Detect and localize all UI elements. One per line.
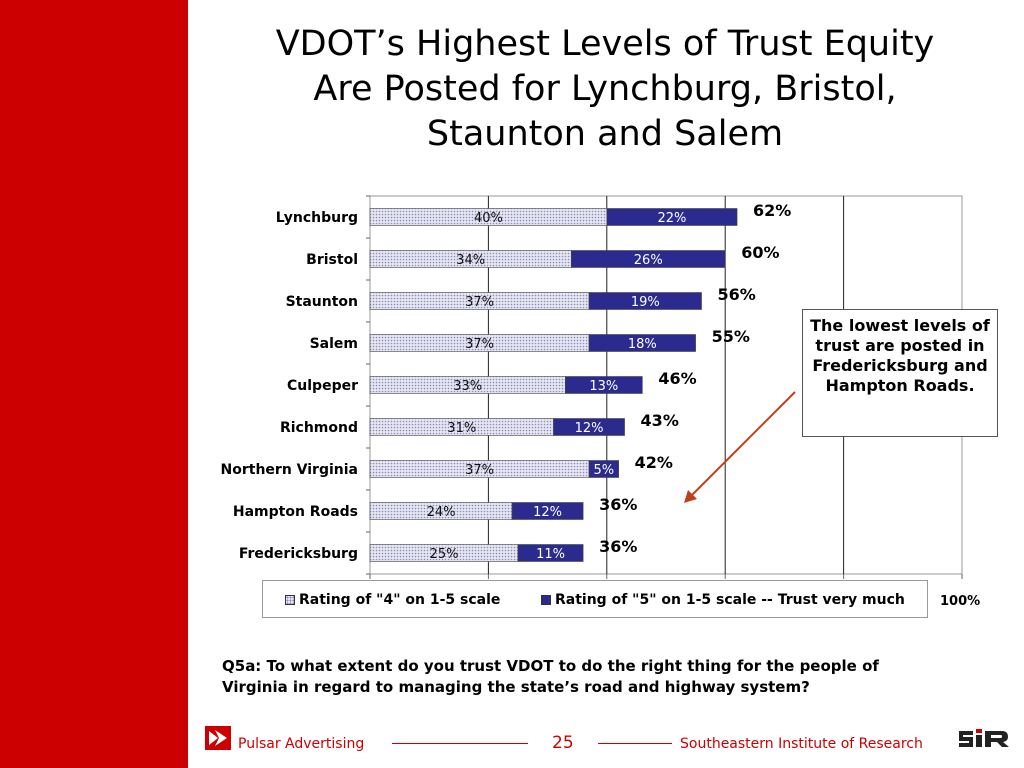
footer-company-left: Pulsar Advertising — [238, 736, 365, 752]
data-label-rating-5: 13% — [589, 379, 618, 394]
total-label: 46% — [658, 369, 696, 388]
callout-arrow — [689, 391, 796, 498]
category-label: Bristol — [306, 252, 358, 268]
data-label-rating-4: 37% — [465, 295, 494, 310]
category-label: Culpeper — [287, 378, 358, 394]
data-label-rating-4: 33% — [453, 379, 482, 394]
bar-rating-5 — [517, 544, 584, 562]
left-red-band — [0, 0, 188, 768]
total-label: 42% — [635, 453, 673, 472]
legend-swatch-rating-5 — [541, 595, 551, 605]
footer-divider-left — [392, 743, 528, 744]
bar-rating-5 — [553, 418, 625, 436]
total-label: 60% — [741, 243, 779, 262]
category-label: Staunton — [286, 294, 358, 310]
total-label: 56% — [718, 285, 756, 304]
category-label: Northern Virginia — [221, 462, 358, 478]
slide-title: VDOT’s Highest Levels of Trust Equity Ar… — [190, 22, 1020, 157]
data-label-rating-4: 24% — [427, 505, 456, 520]
total-label: 62% — [753, 201, 791, 220]
total-label: 55% — [712, 327, 750, 346]
total-label: 36% — [599, 537, 637, 556]
data-label-rating-5: 26% — [634, 253, 663, 268]
data-label-rating-4: 37% — [465, 337, 494, 352]
total-label: 43% — [641, 411, 679, 430]
bar-rating-5 — [588, 460, 619, 478]
total-label: 36% — [599, 495, 637, 514]
category-label: Salem — [310, 336, 358, 352]
legend-label-rating-5: Rating of "5" on 1-5 scale -- Trust very… — [555, 592, 905, 608]
data-label-rating-5: 5% — [594, 463, 615, 478]
category-label: Fredericksburg — [239, 546, 358, 562]
page-number: 25 — [552, 733, 574, 753]
category-label: Richmond — [280, 420, 358, 436]
category-label: Lynchburg — [276, 210, 358, 226]
title-line-1: VDOT’s Highest Levels of Trust Equity — [275, 24, 935, 64]
legend-item-rating-5: Rating of "5" on 1-5 scale -- Trust very… — [541, 592, 905, 608]
bar-rating-5 — [565, 376, 643, 394]
bar-rating-5 — [511, 502, 584, 520]
data-label-rating-5: 11% — [536, 547, 565, 562]
data-label-rating-4: 40% — [474, 211, 503, 226]
data-label-rating-4: 37% — [465, 463, 494, 478]
legend-swatch-rating-4 — [285, 595, 295, 605]
footer-divider-right — [598, 743, 672, 744]
bar-rating-5 — [570, 250, 726, 268]
footer-company-right: Southeastern Institute of Research — [680, 736, 923, 752]
bar-rating-5 — [588, 334, 696, 352]
sir-logo-icon — [959, 729, 1009, 747]
category-label: Hampton Roads — [233, 504, 358, 520]
chart-legend: Rating of "4" on 1-5 scale Rating of "5"… — [262, 580, 928, 618]
bar-rating-5 — [588, 292, 702, 310]
data-label-rating-4: 34% — [456, 253, 485, 268]
data-label-rating-5: 19% — [631, 295, 660, 310]
x-axis-max-label: 100% — [940, 594, 981, 609]
data-label-rating-5: 18% — [628, 337, 657, 352]
pulsar-logo-icon — [205, 726, 231, 750]
bar-rating-5 — [606, 208, 738, 226]
data-label-rating-4: 25% — [430, 547, 459, 562]
legend-label-rating-4: Rating of "4" on 1-5 scale — [299, 592, 501, 608]
legend-item-rating-4: Rating of "4" on 1-5 scale — [285, 592, 500, 608]
callout-arrowhead — [684, 490, 697, 503]
data-label-rating-5: 22% — [657, 211, 686, 226]
data-label-rating-5: 12% — [533, 505, 562, 520]
survey-question: Q5a: To what extent do you trust VDOT to… — [222, 657, 879, 696]
callout-box: The lowest levels of trust are posted in… — [802, 309, 998, 437]
title-line-3: Staunton and Salem — [426, 114, 784, 154]
title-line-2: Are Posted for Lynchburg, Bristol, — [313, 69, 897, 109]
data-label-rating-4: 31% — [447, 421, 476, 436]
data-label-rating-5: 12% — [575, 421, 604, 436]
